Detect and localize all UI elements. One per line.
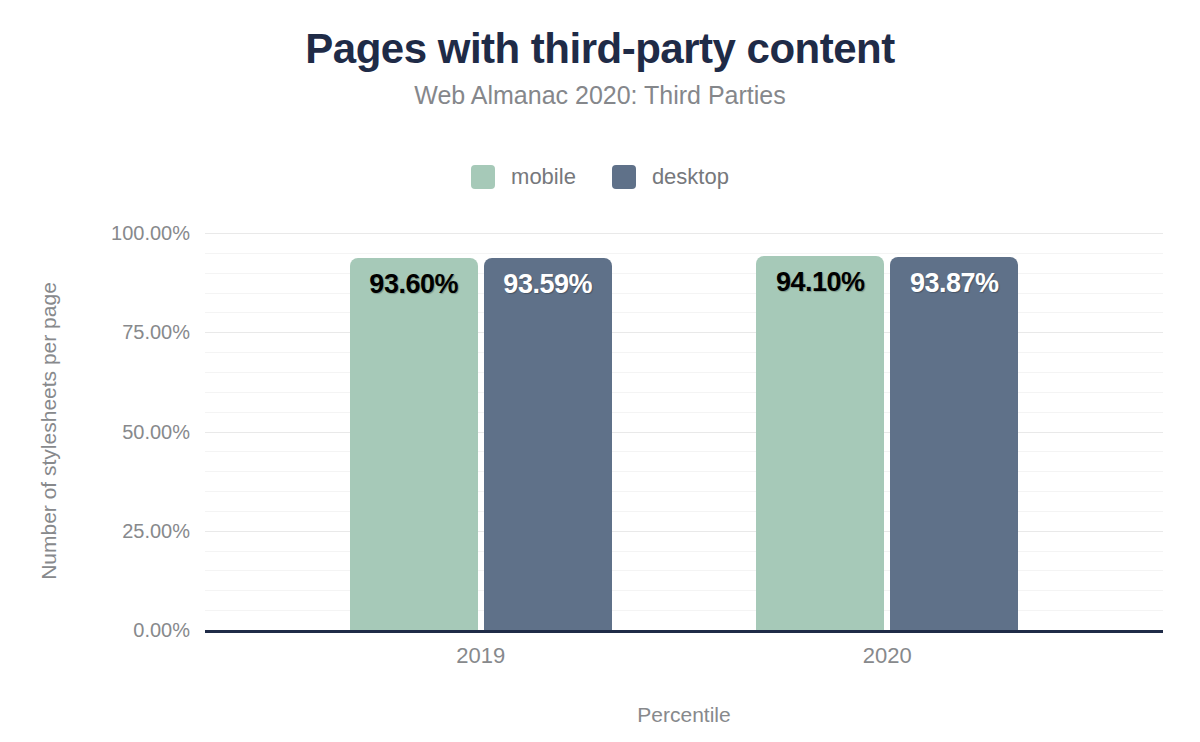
y-tick-label: 25.00% — [0, 521, 190, 541]
bar-value-label: 93.59% — [484, 258, 612, 300]
y-tick-label: 100.00% — [0, 223, 190, 243]
x-axis-category-labels: 2019 2020 — [205, 643, 1163, 669]
bar-value-label: 94.10% — [756, 256, 884, 298]
bar-group-2020: 94.10%93.87% — [756, 233, 1018, 630]
bar-value-label: 93.60% — [350, 258, 478, 300]
bar-desktop-2020[interactable]: 93.87% — [890, 257, 1018, 630]
chart-title: Pages with third-party content — [0, 26, 1200, 72]
x-category-label-2020: 2020 — [756, 643, 1018, 669]
legend-item-mobile[interactable]: mobile — [471, 164, 576, 190]
bar-group-2019: 93.60%93.59% — [350, 233, 612, 630]
legend: mobile desktop — [0, 164, 1200, 190]
legend-swatch-mobile — [471, 165, 495, 189]
x-axis-line — [205, 630, 1163, 633]
chart-canvas: Pages with third-party content Web Alman… — [0, 26, 1200, 742]
x-axis-title: Percentile — [205, 703, 1163, 727]
bar-mobile-2020[interactable]: 94.10% — [756, 256, 884, 630]
legend-swatch-desktop — [612, 165, 636, 189]
chart-subtitle: Web Almanac 2020: Third Parties — [0, 82, 1200, 110]
y-tick-label: 50.00% — [0, 422, 190, 442]
bar-desktop-2019[interactable]: 93.59% — [484, 258, 612, 630]
bar-value-label: 93.87% — [890, 257, 1018, 299]
plot-area: 93.60%93.59% 94.10%93.87% — [205, 233, 1163, 630]
bar-mobile-2019[interactable]: 93.60% — [350, 258, 478, 630]
legend-item-desktop[interactable]: desktop — [612, 164, 729, 190]
y-tick-label: 75.00% — [0, 322, 190, 342]
legend-label: desktop — [652, 164, 729, 190]
bar-groups: 93.60%93.59% 94.10%93.87% — [205, 233, 1163, 630]
y-tick-label: 0.00% — [0, 620, 190, 640]
legend-label: mobile — [511, 164, 576, 190]
x-category-label-2019: 2019 — [350, 643, 612, 669]
